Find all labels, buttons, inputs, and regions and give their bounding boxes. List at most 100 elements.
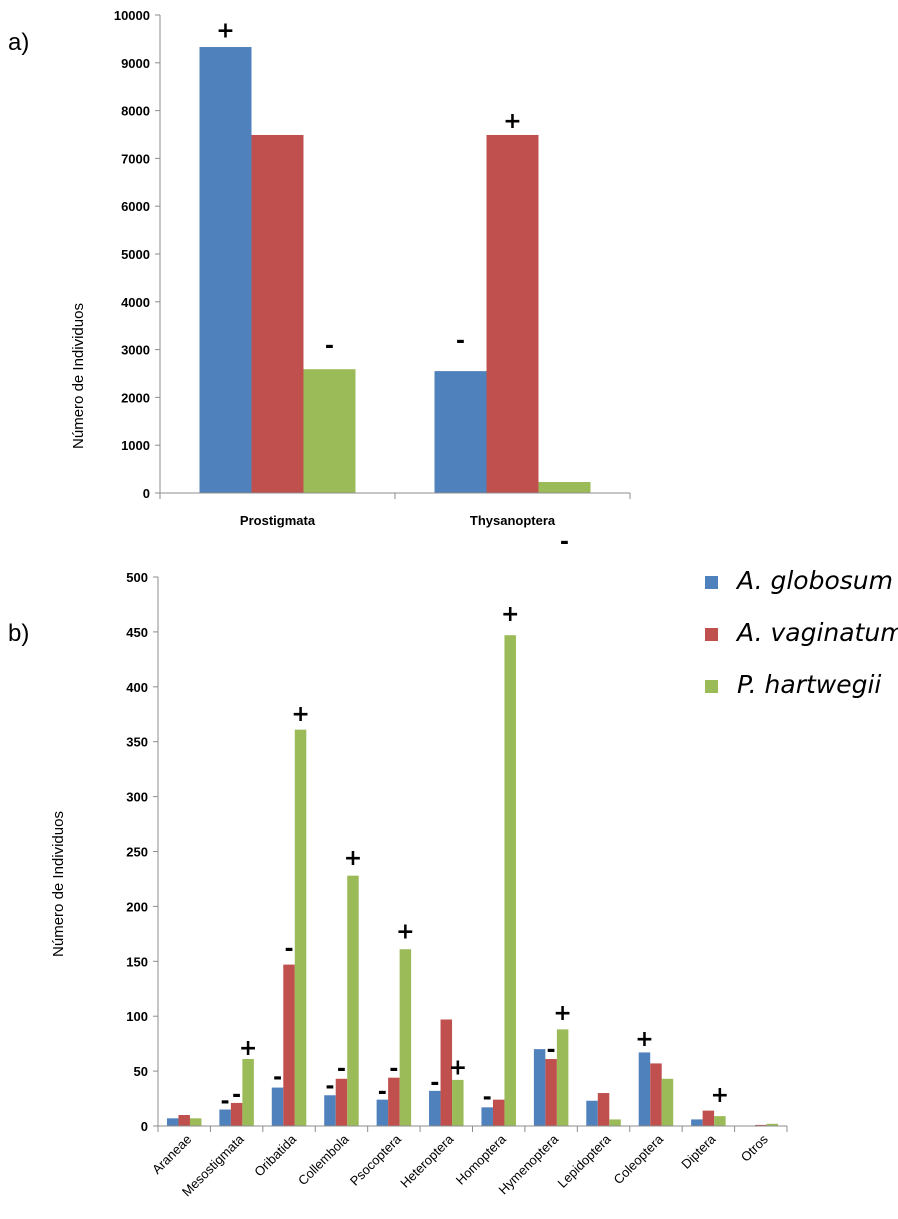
panel-b-category-label: Oribatida — [251, 1131, 299, 1179]
legend-swatch-a-vaginatum — [705, 628, 718, 641]
panel-b-category-label: Homoptera — [453, 1131, 510, 1188]
significance-marker: - — [560, 530, 569, 555]
bar-oribatida-a-vaginatum — [283, 964, 295, 1126]
panel-b-y-tick-label: 250 — [126, 845, 148, 860]
bar-diptera-a-globosum — [691, 1119, 703, 1126]
bar-heteroptera-p-hartwegii — [452, 1079, 464, 1126]
significance-marker: + — [501, 602, 519, 627]
legend-label-p-hartwegii: P. hartwegii — [737, 670, 881, 699]
bar-araneae-a-vaginatum — [178, 1115, 190, 1126]
legend: A. globosum A. vaginatum P. hartwegii — [705, 566, 898, 699]
bar-prostigmata-a-globosum — [199, 47, 252, 493]
bar-hymenoptera-a-vaginatum — [545, 1059, 557, 1126]
significance-marker: + — [216, 18, 234, 43]
chart-panel-b: b) Número de Individuos 0 50 100 150 200 250 3… — [8, 570, 788, 1199]
panel-b-y-tick-label: 400 — [126, 680, 148, 695]
bar-homoptera-a-vaginatum — [492, 1099, 505, 1126]
bar-otros-p-hartwegii — [766, 1123, 779, 1126]
bar-prostigmata-a-vaginatum — [251, 134, 304, 493]
panel-b-y-tick-label: 0 — [141, 1119, 148, 1134]
legend-swatch-p-hartwegii — [705, 680, 718, 693]
panel-a-y-tick-label: 3000 — [121, 343, 150, 358]
bar-araneae-p-hartwegii — [189, 1118, 202, 1126]
significance-marker: - — [325, 1074, 334, 1099]
legend-swatch-a-globosum — [705, 576, 718, 589]
legend-label-a-vaginatum: A. vaginatum — [735, 618, 898, 647]
panel-b-y-tick-label: 300 — [126, 790, 148, 805]
bar-homoptera-a-globosum — [481, 1107, 493, 1126]
bar-psocoptera-p-hartwegii — [399, 949, 412, 1126]
bar-thysanoptera-a-globosum — [434, 371, 487, 493]
panel-a-y-tick-label: 2000 — [121, 390, 150, 405]
panel-b-y-axis-label: Número de Individuos — [50, 811, 67, 957]
panel-b-y-tick-label: 100 — [126, 1009, 148, 1024]
panel-b-label: b) — [8, 620, 29, 647]
bar-araneae-a-globosum — [166, 1118, 179, 1126]
panel-b-y-tick-label: 450 — [126, 625, 148, 640]
bar-thysanoptera-a-vaginatum — [486, 134, 539, 493]
panel-b-category-label: Coleoptera — [610, 1131, 666, 1187]
significance-marker: + — [291, 702, 309, 727]
panel-a-y-tick-label: 10000 — [114, 8, 150, 23]
bar-otros-a-vaginatum — [755, 1124, 767, 1126]
significance-marker: - — [389, 1057, 398, 1082]
bar-oribatida-a-globosum — [271, 1087, 284, 1126]
bar-lepidoptera-a-vaginatum — [597, 1093, 610, 1126]
bar-hymenoptera-a-globosum — [533, 1049, 546, 1126]
panel-b-category-label: Collembola — [295, 1131, 352, 1188]
panel-a-y-tick-label: 5000 — [121, 247, 150, 262]
significance-marker: + — [344, 846, 362, 871]
significance-marker: - — [483, 1085, 492, 1110]
bar-oribatida-p-hartwegii — [294, 729, 307, 1126]
significance-marker: + — [239, 1036, 257, 1061]
bar-mesostigmata-a-globosum — [219, 1109, 231, 1126]
bar-psocoptera-a-vaginatum — [388, 1077, 400, 1126]
panel-b-category-label: Lepidoptera — [554, 1131, 614, 1191]
panel-a-y-tick-label: 0 — [143, 486, 150, 501]
significance-marker: + — [503, 109, 521, 134]
significance-marker: + — [396, 920, 414, 945]
bar-mesostigmata-p-hartwegii — [242, 1059, 254, 1126]
bar-coleoptera-a-globosum — [638, 1052, 651, 1126]
significance-marker: - — [430, 1071, 439, 1096]
panel-a-y-tick-label: 4000 — [121, 295, 150, 310]
significance-marker: - — [337, 1057, 346, 1082]
significance-marker: - — [232, 1083, 241, 1108]
panel-b-category-label: Otros — [738, 1131, 771, 1164]
significance-marker: + — [553, 1001, 571, 1026]
panel-b-y-tick-label: 50 — [134, 1064, 148, 1079]
legend-label-a-globosum: A. globosum — [735, 566, 893, 595]
bar-prostigmata-p-hartwegii — [303, 369, 356, 493]
significance-marker: - — [456, 329, 465, 354]
panel-a-label: a) — [8, 29, 29, 56]
significance-marker: + — [449, 1056, 467, 1081]
panel-b-category-label: Heteroptera — [397, 1131, 457, 1191]
bar-coleoptera-a-vaginatum — [650, 1063, 662, 1126]
panel-a-y-axis-label: Número de Individuos — [70, 303, 87, 449]
bar-collembola-p-hartwegii — [347, 875, 359, 1126]
bar-heteroptera-a-vaginatum — [440, 1019, 453, 1126]
significance-marker: - — [273, 1066, 282, 1091]
significance-marker: - — [221, 1090, 230, 1115]
significance-marker: - — [284, 937, 293, 962]
panel-a-y-tick-label: 9000 — [121, 56, 150, 71]
panel-b-y-tick-label: 200 — [126, 899, 148, 914]
significance-marker: - — [547, 1038, 556, 1063]
panel-a-y-tick-label: 1000 — [121, 438, 150, 453]
panel-b-y-tick-label: 500 — [126, 570, 148, 585]
bar-thysanoptera-p-hartwegii — [538, 482, 591, 493]
bar-homoptera-p-hartwegii — [504, 635, 516, 1126]
panel-a-y-tick-label: 6000 — [121, 199, 150, 214]
panel-b-category-label: Diptera — [678, 1131, 719, 1172]
bar-mesostigmata-a-vaginatum — [230, 1102, 243, 1126]
bar-collembola-a-vaginatum — [335, 1078, 348, 1126]
significance-marker: - — [325, 334, 334, 359]
significance-marker: + — [711, 1083, 729, 1108]
bar-lepidoptera-a-globosum — [586, 1100, 598, 1126]
panel-b-y-tick-label: 150 — [126, 954, 148, 969]
panel-a-category-label: Prostigmata — [240, 513, 316, 528]
panel-b-y-tick-label: 350 — [126, 735, 148, 750]
chart-panel-a: a) Número de Individuos 0 1000 2000 3000 400… — [8, 8, 631, 555]
bar-collembola-a-globosum — [324, 1095, 336, 1126]
